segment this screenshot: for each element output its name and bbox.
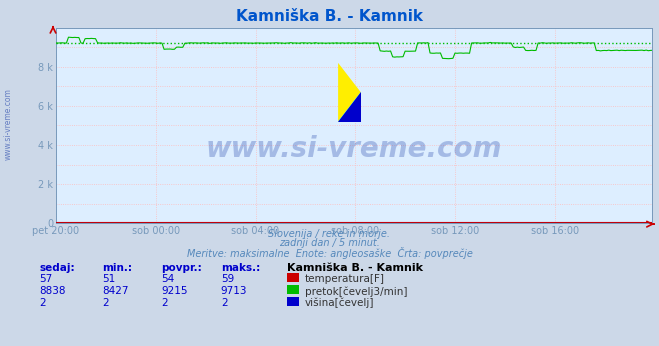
Text: min.:: min.:	[102, 263, 132, 273]
Text: maks.:: maks.:	[221, 263, 260, 273]
Text: Kamniška B. - Kamnik: Kamniška B. - Kamnik	[236, 9, 423, 24]
Text: www.si-vreme.com: www.si-vreme.com	[3, 89, 13, 161]
Polygon shape	[338, 63, 360, 121]
Text: 8838: 8838	[40, 286, 66, 296]
Text: 2: 2	[221, 298, 227, 308]
Text: višina[čevelj]: višina[čevelj]	[305, 298, 374, 308]
Text: 9215: 9215	[161, 286, 188, 296]
Text: www.si-vreme.com: www.si-vreme.com	[206, 135, 502, 163]
Text: Kamniška B. - Kamnik: Kamniška B. - Kamnik	[287, 263, 422, 273]
Text: zadnji dan / 5 minut.: zadnji dan / 5 minut.	[279, 238, 380, 248]
Text: povpr.:: povpr.:	[161, 263, 202, 273]
Text: 57: 57	[40, 274, 53, 284]
Text: sedaj:: sedaj:	[40, 263, 75, 273]
Text: 59: 59	[221, 274, 234, 284]
Text: 2: 2	[102, 298, 109, 308]
Text: 51: 51	[102, 274, 115, 284]
Text: 8427: 8427	[102, 286, 129, 296]
Polygon shape	[338, 92, 360, 121]
Text: 9713: 9713	[221, 286, 247, 296]
Text: 54: 54	[161, 274, 175, 284]
Text: Meritve: maksimalne  Enote: angleosaške  Črta: povprečje: Meritve: maksimalne Enote: angleosaške Č…	[186, 247, 473, 259]
Polygon shape	[338, 92, 360, 121]
Text: 2: 2	[161, 298, 168, 308]
Text: pretok[čevelj3/min]: pretok[čevelj3/min]	[305, 286, 408, 297]
Text: 2: 2	[40, 298, 46, 308]
Text: Slovenija / reke in morje.: Slovenija / reke in morje.	[268, 229, 391, 239]
Text: temperatura[F]: temperatura[F]	[305, 274, 385, 284]
Bar	[338, 63, 360, 121]
